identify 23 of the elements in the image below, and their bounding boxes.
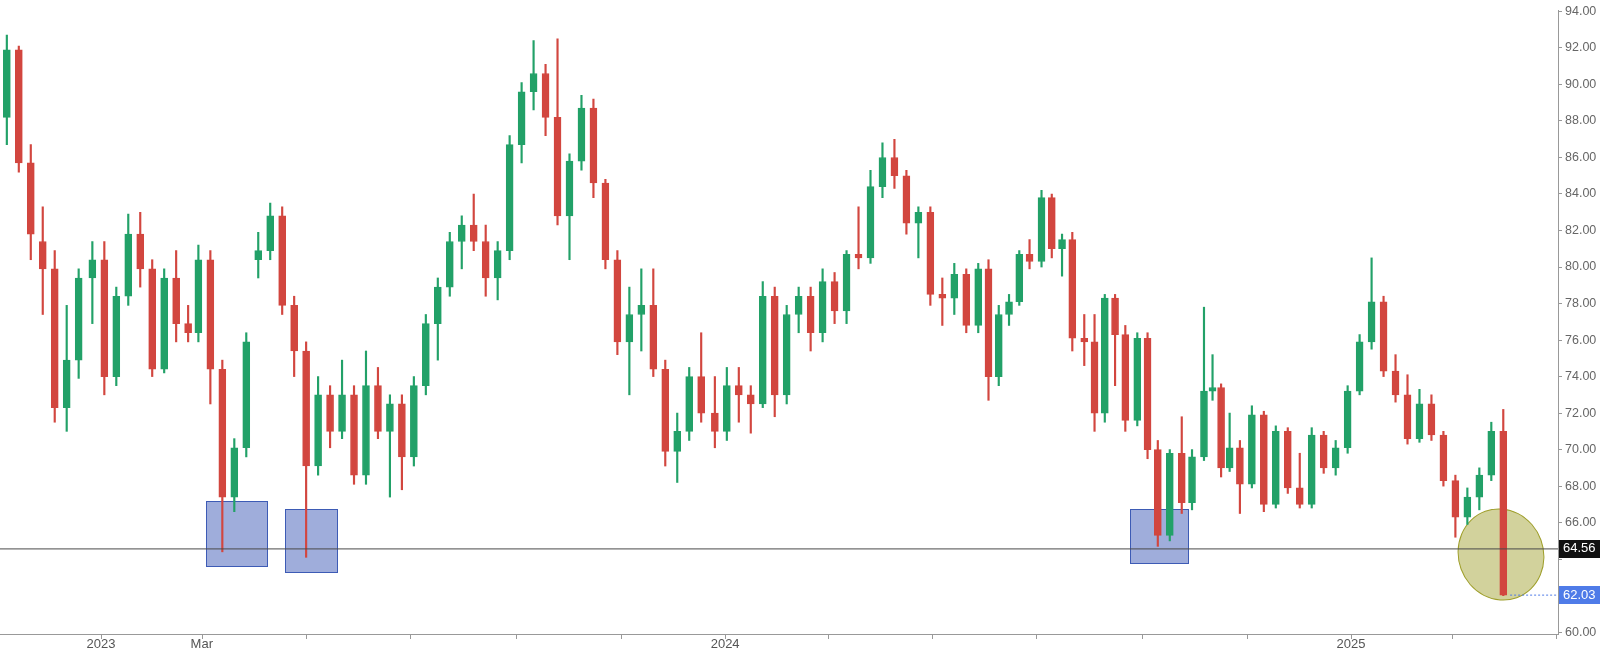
y-tick-label: 82.00	[1565, 222, 1597, 237]
ref-line-label: 64.56	[1563, 540, 1596, 556]
y-tick-label: 74.00	[1565, 369, 1597, 384]
y-tick-label: 60.00	[1565, 624, 1597, 639]
y-tick-label: 80.00	[1565, 259, 1597, 274]
x-tick-label: Mar	[190, 636, 214, 652]
y-tick-label: 90.00	[1565, 76, 1597, 91]
y-tick-label: 72.00	[1565, 405, 1597, 420]
candlestick	[1208, 354, 1217, 401]
y-tick-label: 76.00	[1565, 332, 1597, 347]
y-tick-label: 88.00	[1565, 113, 1597, 128]
y-tick-label: 92.00	[1565, 40, 1597, 55]
y-tick-label: 70.00	[1565, 442, 1597, 457]
y-tick-label: 84.00	[1565, 186, 1597, 201]
y-tick-label: 78.00	[1565, 295, 1597, 310]
y-tick-label: 94.00	[1565, 3, 1597, 18]
x-tick-label: 2024	[710, 636, 740, 652]
y-tick-label: 66.00	[1565, 515, 1597, 530]
x-tick-label: 2025	[1336, 636, 1366, 652]
y-tick-label: 68.00	[1565, 478, 1597, 493]
annotation: 62.03	[1563, 586, 1596, 602]
x-tick-label: 2023	[86, 636, 116, 652]
y-tick-label: 86.00	[1565, 149, 1597, 164]
